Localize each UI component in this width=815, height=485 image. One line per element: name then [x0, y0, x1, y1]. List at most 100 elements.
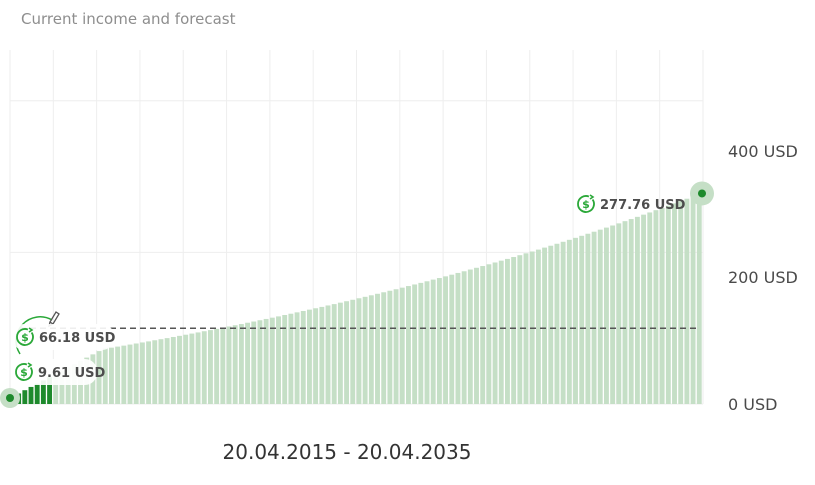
- bar-forecast[interactable]: [226, 326, 232, 404]
- bar-current[interactable]: [40, 380, 46, 404]
- bar-forecast[interactable]: [337, 302, 343, 404]
- bar-forecast[interactable]: [480, 266, 486, 404]
- bar-forecast[interactable]: [548, 245, 554, 404]
- bar-forecast[interactable]: [418, 282, 424, 404]
- bar-current[interactable]: [34, 383, 40, 404]
- bar-forecast[interactable]: [282, 315, 288, 404]
- bar-forecast[interactable]: [443, 276, 449, 404]
- bar-forecast[interactable]: [474, 267, 479, 404]
- bar-forecast[interactable]: [177, 335, 182, 404]
- bar-forecast[interactable]: [560, 241, 566, 404]
- bar-forecast[interactable]: [566, 239, 572, 404]
- bar-forecast[interactable]: [208, 330, 213, 404]
- bar-forecast[interactable]: [430, 279, 436, 404]
- bar-forecast[interactable]: [276, 316, 281, 404]
- bar-forecast[interactable]: [659, 207, 665, 404]
- bar-forecast[interactable]: [690, 196, 696, 404]
- bar-forecast[interactable]: [238, 324, 244, 404]
- bar-forecast[interactable]: [486, 264, 492, 404]
- end-point-marker[interactable]: [690, 181, 714, 206]
- bar-forecast[interactable]: [498, 260, 504, 404]
- bar-forecast[interactable]: [201, 331, 207, 404]
- bar-forecast[interactable]: [362, 296, 368, 404]
- bar-forecast[interactable]: [294, 312, 300, 404]
- bar-forecast[interactable]: [356, 298, 362, 404]
- bar-forecast[interactable]: [232, 325, 238, 404]
- bar-forecast[interactable]: [53, 373, 59, 404]
- bar-forecast[interactable]: [665, 205, 671, 404]
- bar-forecast[interactable]: [412, 284, 418, 404]
- bar-forecast[interactable]: [647, 212, 653, 404]
- bar-forecast[interactable]: [263, 318, 269, 404]
- bar-forecast[interactable]: [461, 271, 467, 404]
- bar-forecast[interactable]: [467, 269, 473, 404]
- bar-forecast[interactable]: [251, 321, 257, 404]
- bar-forecast[interactable]: [678, 201, 684, 404]
- bar-forecast[interactable]: [387, 290, 393, 404]
- bar-forecast[interactable]: [436, 278, 442, 404]
- bar-forecast[interactable]: [523, 253, 529, 404]
- bar-forecast[interactable]: [146, 341, 152, 404]
- bar-forecast[interactable]: [381, 292, 387, 404]
- bar-current[interactable]: [47, 377, 53, 404]
- start-point-marker[interactable]: [0, 388, 20, 408]
- bar-forecast[interactable]: [505, 258, 510, 404]
- bar-forecast[interactable]: [109, 347, 114, 404]
- bar-forecast[interactable]: [511, 257, 517, 404]
- bar-forecast[interactable]: [368, 295, 374, 404]
- bar-forecast[interactable]: [573, 237, 578, 404]
- bar-forecast[interactable]: [604, 227, 609, 404]
- bar-forecast[interactable]: [634, 216, 640, 404]
- bar-forecast[interactable]: [195, 332, 201, 404]
- bar-forecast[interactable]: [133, 343, 139, 404]
- bar-forecast[interactable]: [684, 198, 690, 404]
- bar-forecast[interactable]: [269, 317, 275, 404]
- bar-forecast[interactable]: [158, 339, 164, 404]
- bar-forecast[interactable]: [517, 255, 523, 404]
- bar-forecast[interactable]: [331, 304, 337, 404]
- bar-forecast[interactable]: [350, 299, 356, 404]
- bar-forecast[interactable]: [96, 351, 102, 404]
- bar-forecast[interactable]: [535, 249, 541, 404]
- bar-forecast[interactable]: [610, 225, 616, 404]
- bar-forecast[interactable]: [585, 233, 591, 404]
- bar-forecast[interactable]: [152, 340, 158, 404]
- bar-forecast[interactable]: [542, 247, 548, 404]
- bar-forecast[interactable]: [115, 346, 121, 404]
- bar-forecast[interactable]: [257, 320, 263, 404]
- bar-forecast[interactable]: [424, 281, 430, 404]
- bar-forecast[interactable]: [449, 274, 455, 404]
- bar-forecast[interactable]: [597, 229, 603, 404]
- bar-forecast[interactable]: [375, 293, 380, 404]
- bar-forecast[interactable]: [59, 370, 65, 404]
- bar-forecast[interactable]: [214, 328, 220, 404]
- bar-forecast[interactable]: [406, 286, 411, 404]
- bar-forecast[interactable]: [164, 338, 170, 404]
- bar-forecast[interactable]: [189, 333, 195, 404]
- bar-forecast[interactable]: [344, 301, 350, 404]
- bar-forecast[interactable]: [579, 235, 585, 404]
- bar-forecast[interactable]: [245, 322, 251, 404]
- bar-forecast[interactable]: [127, 344, 133, 404]
- bar-forecast[interactable]: [455, 272, 461, 404]
- bar-forecast[interactable]: [393, 289, 399, 404]
- bar-forecast[interactable]: [313, 308, 319, 404]
- bar-forecast[interactable]: [183, 334, 189, 404]
- bar-forecast[interactable]: [399, 287, 405, 404]
- bar-forecast[interactable]: [220, 327, 226, 404]
- bar-forecast[interactable]: [622, 221, 628, 404]
- bar-forecast[interactable]: [325, 305, 331, 404]
- bar-forecast[interactable]: [554, 243, 560, 404]
- bar-forecast[interactable]: [139, 342, 145, 404]
- bar-forecast[interactable]: [121, 345, 127, 404]
- bar-forecast[interactable]: [616, 223, 622, 404]
- bar-forecast[interactable]: [102, 347, 108, 404]
- bar-forecast[interactable]: [672, 203, 677, 404]
- bar-forecast[interactable]: [653, 210, 659, 404]
- bar-forecast[interactable]: [492, 262, 498, 404]
- bar-forecast[interactable]: [641, 214, 647, 404]
- bar-forecast[interactable]: [696, 193, 702, 404]
- bar-forecast[interactable]: [300, 310, 306, 404]
- bar-current[interactable]: [22, 390, 28, 404]
- bar-forecast[interactable]: [288, 313, 294, 404]
